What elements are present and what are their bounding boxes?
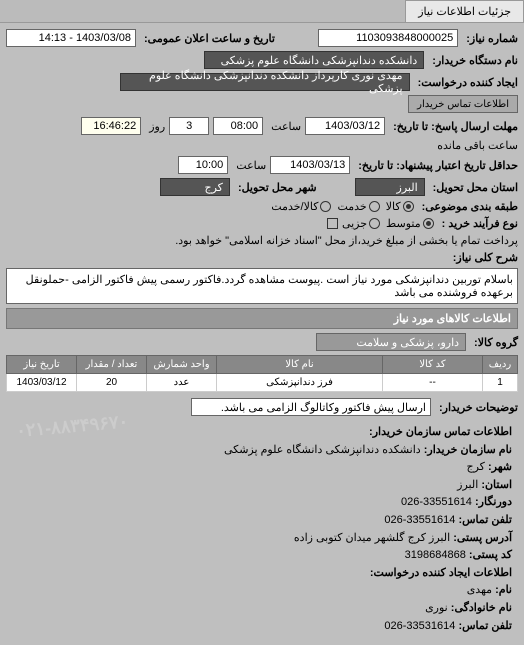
submit-date: 1403/03/12 (305, 117, 385, 135)
contact-button[interactable]: اطلاعات تماس خریدار (408, 95, 518, 113)
address-value: البرز کرج گلشهر میدان کتوبی زاده (294, 532, 450, 544)
remain-time: 16:46:22 (81, 117, 141, 135)
th-unit: واحد شمارش (147, 356, 217, 374)
th-qty: تعداد / مقدار (77, 356, 147, 374)
city-value: کرج (160, 178, 230, 196)
radio-icon (369, 201, 380, 212)
description-text: باسلام توربین دندانپزشکی مورد نیاز است .… (6, 268, 518, 304)
tab-bar: جزئیات اطلاعات نیاز (0, 0, 524, 23)
address-label: آدرس پستی: (453, 532, 512, 544)
process-note: پرداخت تمام یا بخشی از مبلغ خرید،از محل … (175, 234, 518, 247)
treasury-checkbox[interactable] (327, 218, 338, 229)
cphone-value: 33531614-026 (384, 620, 455, 632)
fname-value: مهدی (467, 584, 492, 596)
packaging-opt-label: خدمت (337, 200, 366, 213)
remain-label: ساعت باقی مانده (437, 139, 518, 152)
announce-value: 1403/03/08 - 14:13 (6, 29, 136, 47)
th-index: ردیف (483, 356, 518, 374)
fname-label: نام: (495, 584, 512, 596)
cstate-label: استان: (481, 479, 512, 491)
contact-info-block: اطلاعات تماس سازمان خریدار: نام سازمان خ… (6, 420, 518, 639)
process-opt-label: جزیی (342, 217, 367, 230)
description-label: شرح کلی نیاز: (468, 251, 518, 264)
th-name: نام کالا (217, 356, 383, 374)
day-label: روز (149, 120, 165, 133)
postal-label: کد پستی: (469, 549, 512, 561)
announce-label: تاریخ و ساعت اعلان عمومی: (144, 32, 275, 45)
packaging-option-1[interactable]: خدمت (337, 200, 379, 213)
cell-name: فرز دندانپزشکی (217, 374, 383, 392)
buyer-name: دانشکده دندانپزشکی دانشگاه علوم پزشکی (204, 51, 424, 69)
lname-value: نوری (425, 602, 448, 614)
lname-label: نام خانوادگی: (451, 602, 512, 614)
cell-date: 1403/03/12 (7, 374, 77, 392)
radio-icon (320, 201, 331, 212)
cphone-label: تلفن تماس: (458, 620, 512, 632)
packaging-option-2[interactable]: کالا/خدمت (271, 200, 331, 213)
process-option-1[interactable]: جزیی (342, 217, 380, 230)
remain-days: 3 (169, 117, 209, 135)
state-value: البرز (355, 178, 425, 196)
goods-group: دارو، پزشکی و سلامت (316, 333, 466, 351)
packaging-opt-label: کالا/خدمت (271, 200, 318, 213)
fax-value: 33551614-026 (401, 496, 472, 508)
city-label: شهر محل تحویل: (238, 181, 317, 194)
phone-value: 33551614-026 (384, 514, 455, 526)
goods-group-label: گروه کالا: (474, 336, 518, 349)
time-label-2: ساعت (236, 159, 266, 172)
buyer-notes-label: توضیحات خریدار: (439, 401, 518, 414)
packaging-radio-group: کالا خدمت کالا/خدمت (271, 200, 413, 213)
phone-label: تلفن تماس: (458, 514, 512, 526)
cell-code: -- (383, 374, 483, 392)
cell-unit: عدد (147, 374, 217, 392)
process-label: نوع فرآیند خرید : (442, 217, 518, 230)
postal-value: 3198684868 (405, 549, 466, 561)
cell-qty: 20 (77, 374, 147, 392)
buyer-name-label: نام دستگاه خریدار: (432, 54, 518, 67)
tab-details[interactable]: جزئیات اطلاعات نیاز (405, 0, 524, 22)
confirm-deadline-label: حداقل تاریخ اعتبار پیشنهاد: تا تاریخ: (358, 159, 518, 172)
buyer-notes-text: ارسال پیش فاکتور وکاتالوگ الزامی می باشد… (191, 398, 431, 416)
fax-label: دورنگار: (475, 496, 512, 508)
req-number-label: شماره نیاز: (466, 32, 518, 45)
contact-section-title: اطلاعات تماس سازمان خریدار: (12, 424, 512, 442)
time-label-1: ساعت (271, 120, 301, 133)
radio-icon (403, 201, 414, 212)
table-row[interactable]: 1 -- فرز دندانپزشکی عدد 20 1403/03/12 (7, 374, 518, 392)
org-value: دانشکده دندانپزشکی دانشگاه علوم پزشکی (224, 444, 421, 456)
cell-index: 1 (483, 374, 518, 392)
radio-icon (369, 218, 380, 229)
goods-table: ردیف کد کالا نام کالا واحد شمارش تعداد /… (6, 355, 518, 392)
creator-section-title: اطلاعات ایجاد کننده درخواست: (12, 565, 512, 583)
main-panel: شماره نیاز: 1103093848000025 تاریخ و ساع… (0, 23, 524, 645)
packaging-option-0[interactable]: کالا (386, 200, 414, 213)
process-option-0[interactable]: متوسط (386, 217, 434, 230)
org-label: نام سازمان خریدار: (424, 444, 512, 456)
process-opt-label: متوسط (386, 217, 421, 230)
ccity-value: کرج (466, 461, 484, 473)
cstate-value: البرز (457, 479, 478, 491)
th-date: تاریخ نیاز (7, 356, 77, 374)
packaging-label: طبقه بندی موضوعی: (422, 200, 518, 213)
state-label: استان محل تحویل: (433, 181, 518, 194)
th-code: کد کالا (383, 356, 483, 374)
radio-icon (423, 218, 434, 229)
process-radio-group: متوسط جزیی (342, 217, 434, 230)
table-header-row: ردیف کد کالا نام کالا واحد شمارش تعداد /… (7, 356, 518, 374)
packaging-opt-label: کالا (386, 200, 401, 213)
confirm-time: 10:00 (178, 156, 228, 174)
submit-deadline-label: مهلت ارسال پاسخ: تا تاریخ: (393, 120, 518, 133)
ccity-label: شهر: (488, 461, 512, 473)
goods-section-header: اطلاعات کالاهای مورد نیاز (6, 308, 518, 329)
confirm-date: 1403/03/13 (270, 156, 350, 174)
creator-label: ایجاد کننده درخواست: (418, 76, 518, 89)
submit-time: 08:00 (213, 117, 263, 135)
req-number-value: 1103093848000025 (318, 29, 458, 47)
creator-name: مهدی نوری کارپرداز دانشکده دندانپزشکی دا… (120, 73, 410, 91)
